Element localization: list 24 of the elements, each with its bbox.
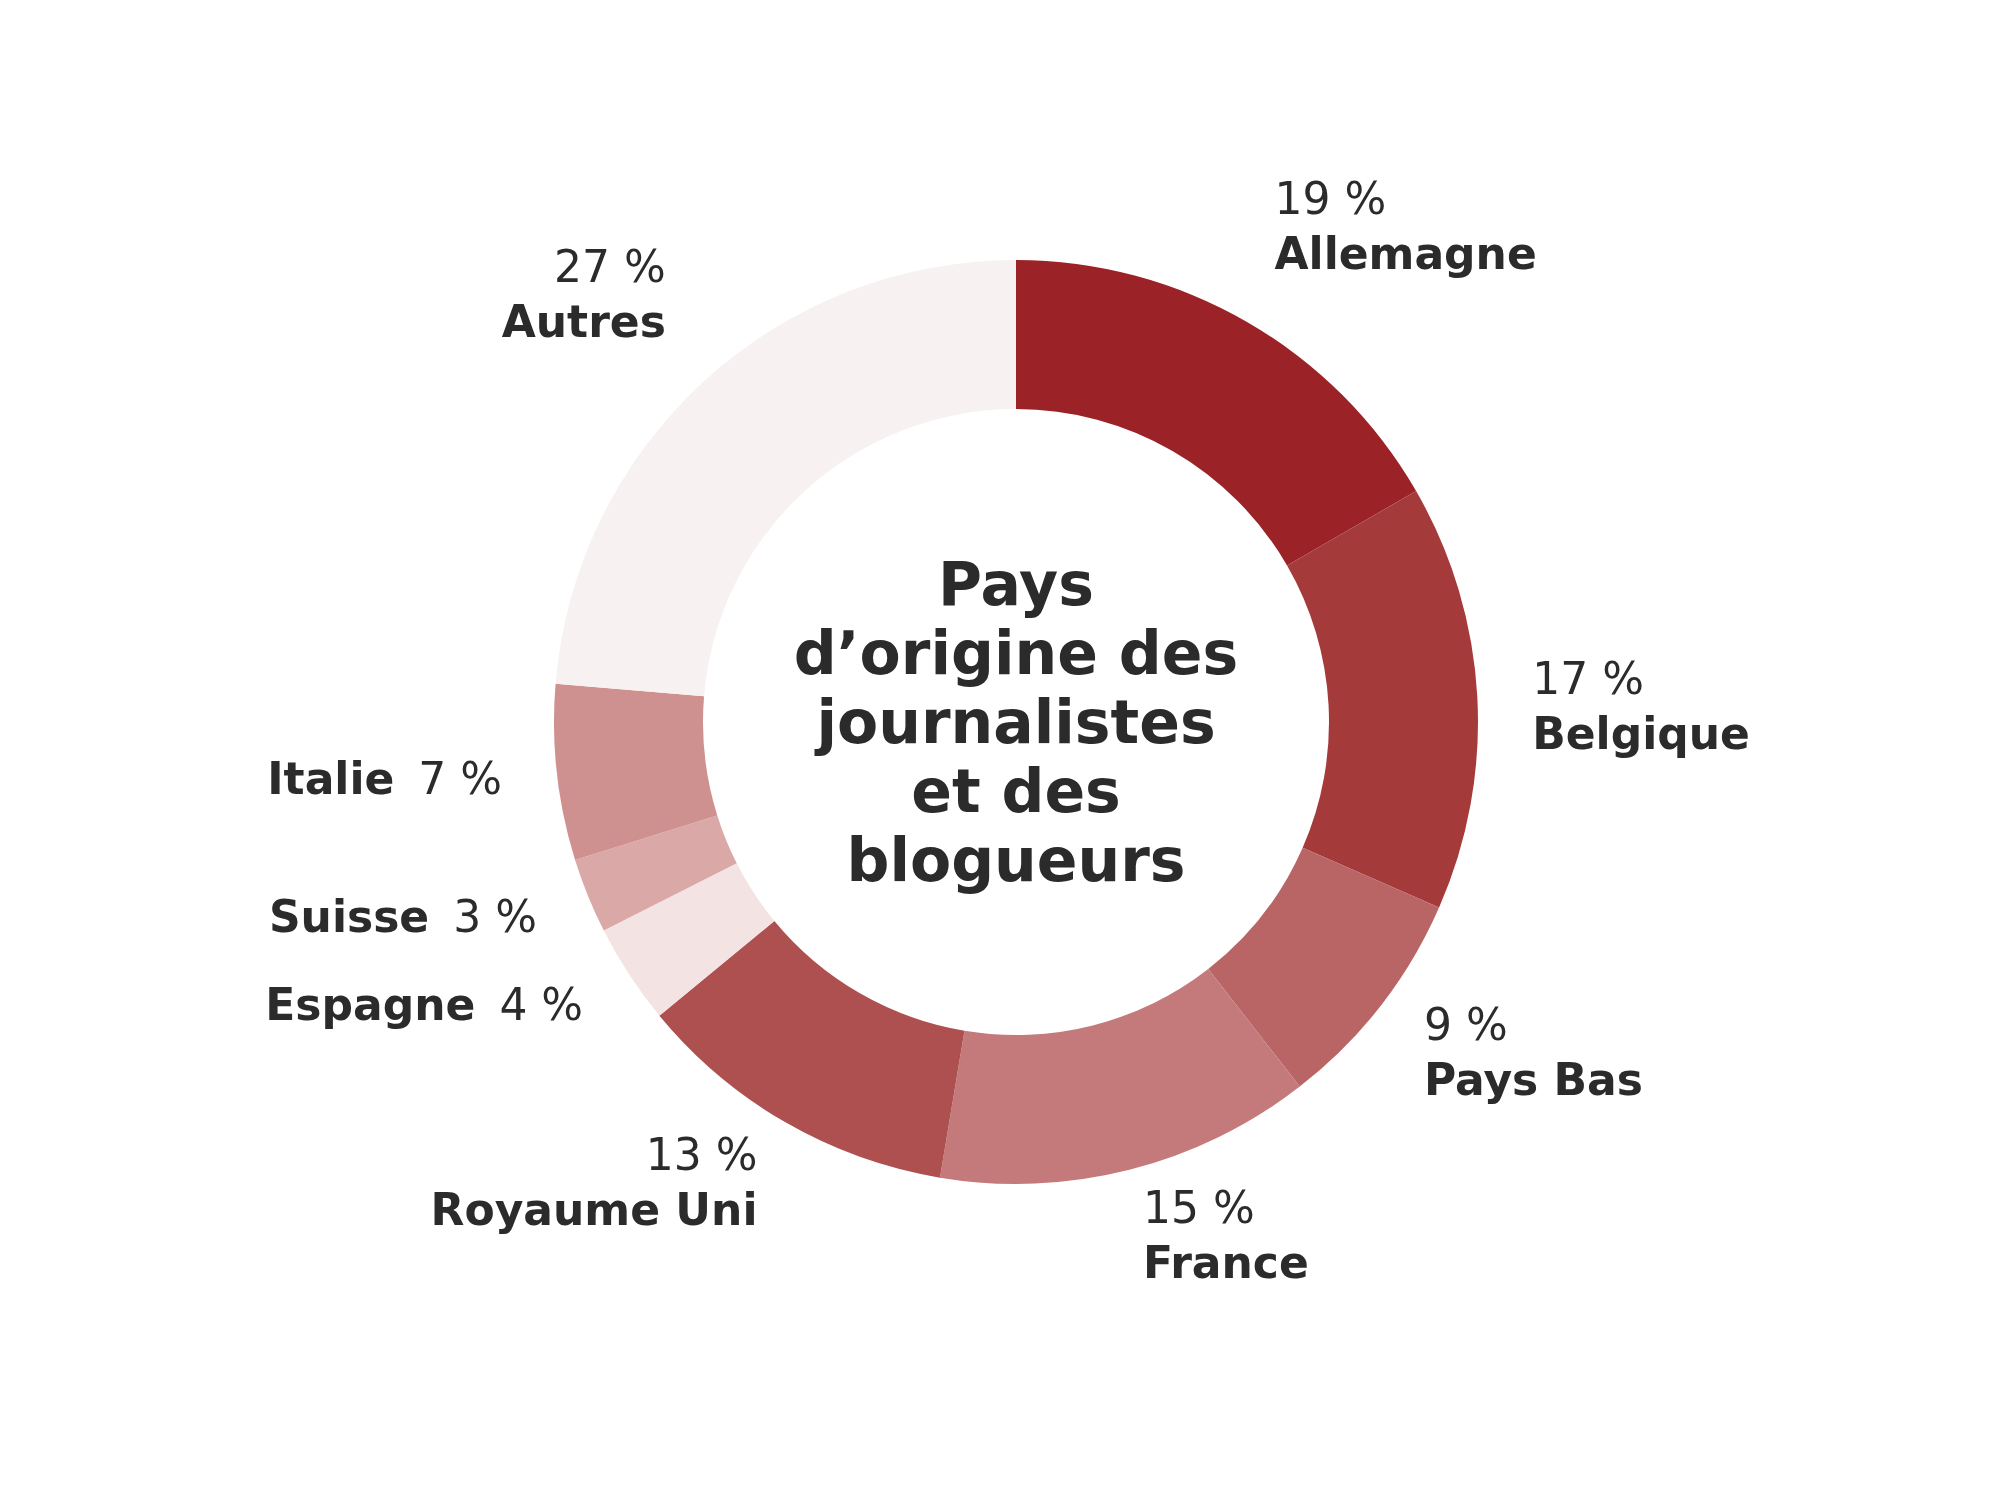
donut-slice xyxy=(554,683,718,860)
donut-slice xyxy=(603,863,775,1016)
data-label: 7 % xyxy=(418,753,503,805)
data-label: 17 % xyxy=(1532,652,1645,704)
slice-label: Royaume Uni xyxy=(430,1183,758,1235)
donut-slice xyxy=(1287,491,1478,908)
slice-label: Espagne xyxy=(265,979,476,1031)
slice-label: Autres xyxy=(501,295,666,347)
data-label: 13 % xyxy=(645,1128,758,1180)
data-label: 27 % xyxy=(554,240,666,292)
data-label: 4 % xyxy=(499,979,584,1031)
data-label: 19 % xyxy=(1274,173,1387,225)
slice-label: Suisse xyxy=(268,890,430,942)
slice-label: Italie xyxy=(267,753,395,805)
slice-label: Belgique xyxy=(1532,707,1750,759)
donut-slice xyxy=(939,969,1300,1184)
slice-label: France xyxy=(1142,1237,1309,1289)
text: Pays d’origine des journalistes et des blogueurs xyxy=(793,549,1239,895)
slice-label: Pays Bas xyxy=(1423,1053,1643,1105)
data-label: 3 % xyxy=(453,890,537,942)
data-label: 9 % xyxy=(1423,998,1508,1050)
donut-slice xyxy=(575,815,737,931)
data-label: 15 % xyxy=(1142,1182,1255,1234)
slice-label: Allemagne xyxy=(1274,228,1537,280)
